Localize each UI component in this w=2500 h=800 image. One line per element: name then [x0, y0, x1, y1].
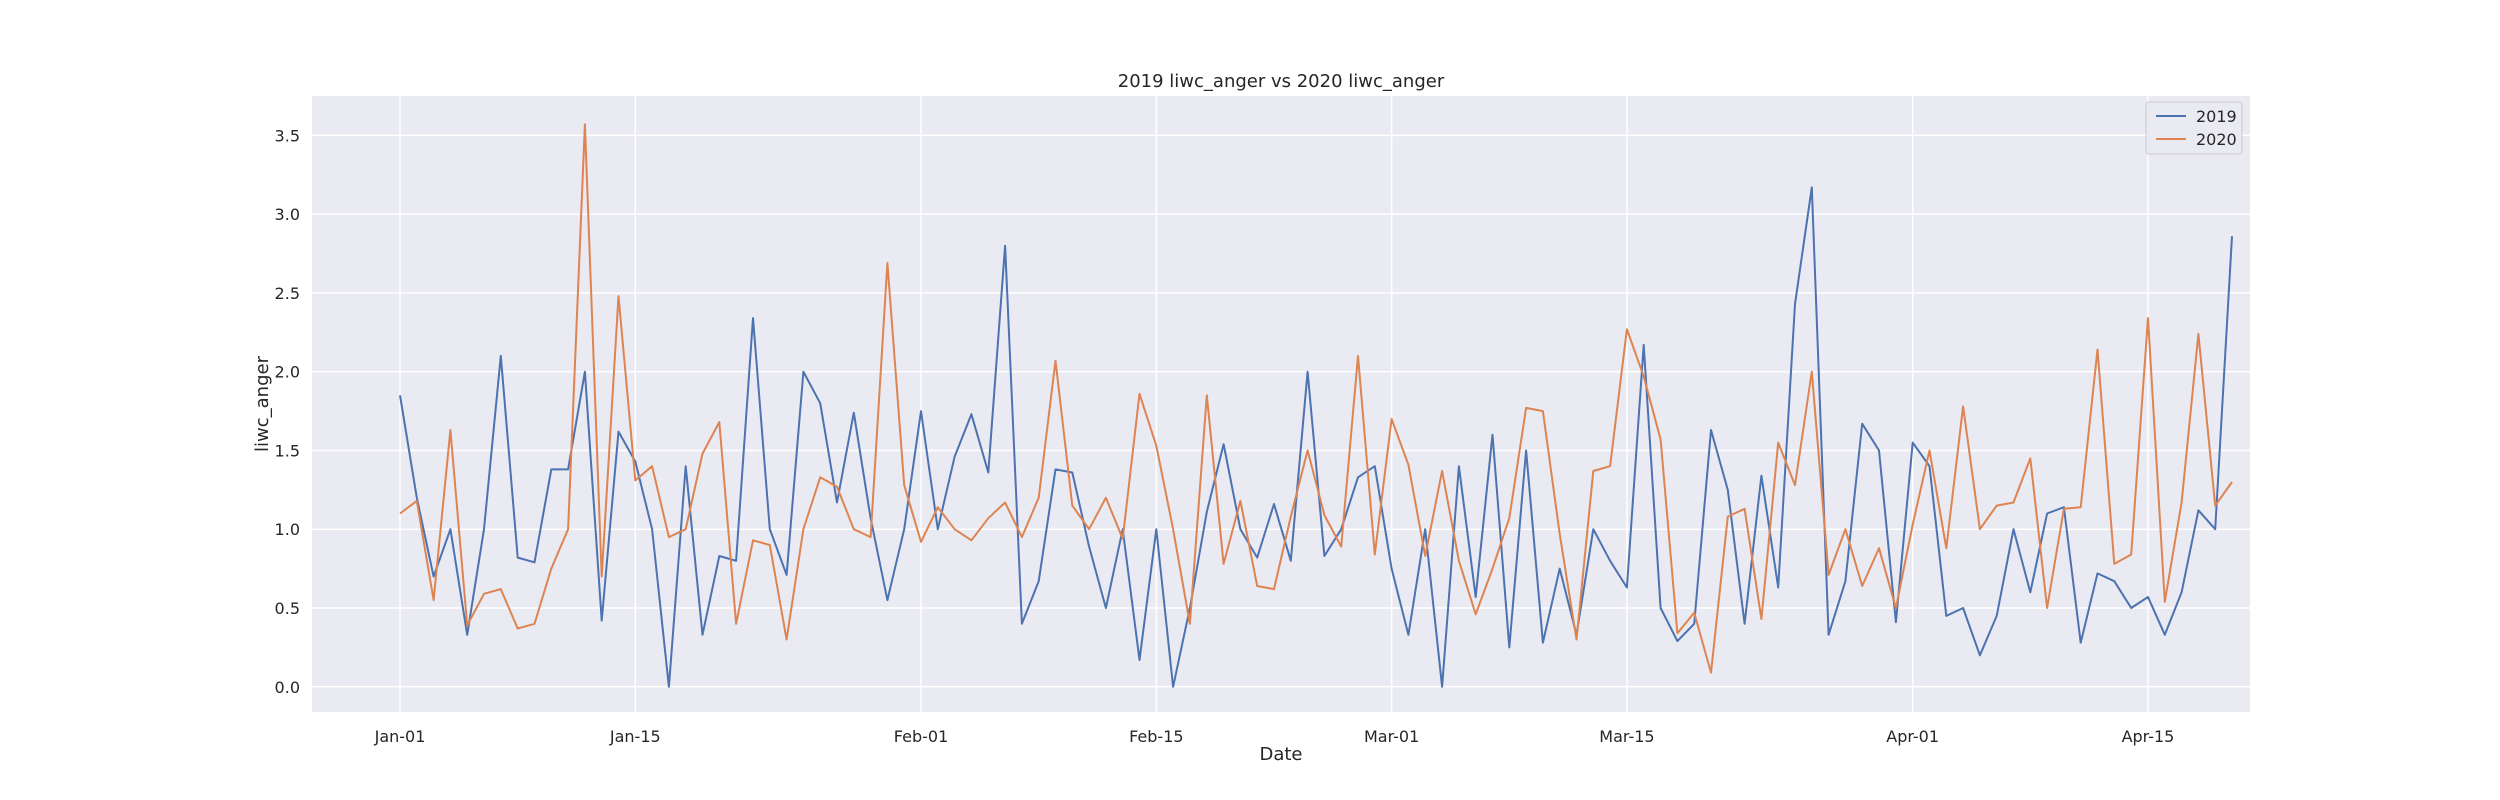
chart-title: 2019 liwc_anger vs 2020 liwc_anger: [1118, 71, 1445, 92]
legend-label-2019: 2019: [2196, 107, 2237, 126]
x-tick-label: Jan-01: [374, 727, 426, 746]
x-tick-label: Jan-15: [609, 727, 661, 746]
legend: 2019 2020: [2145, 101, 2243, 155]
series-lines: [399, 123, 2233, 688]
y-tick-label: 0.5: [275, 599, 300, 618]
tick-labels: Jan-01 Jan-15 Feb-01 Feb-15 Mar-01 Mar-15 Apr-…: [275, 126, 2175, 746]
x-axis-label: Date: [1259, 744, 1302, 765]
y-tick-label: 3.5: [275, 126, 300, 145]
y-tick-label: 0.0: [275, 678, 300, 697]
x-tick-label: Feb-15: [1129, 727, 1183, 746]
x-tick-label: Feb-01: [894, 727, 948, 746]
x-tick-label: Mar-01: [1364, 727, 1419, 746]
y-axis-label: liwc_anger: [252, 355, 273, 452]
y-tick-label: 2.5: [275, 284, 300, 303]
y-tick-label: 3.0: [275, 205, 300, 224]
x-tick-label: Apr-15: [2122, 727, 2175, 746]
y-tick-label: 1.5: [275, 441, 300, 460]
legend-label-2020: 2020: [2196, 130, 2237, 149]
x-tick-label: Mar-15: [1599, 727, 1654, 746]
y-tick-label: 1.0: [275, 520, 300, 539]
y-tick-label: 2.0: [275, 363, 300, 382]
x-tick-label: Apr-01: [1886, 727, 1939, 746]
series-line-2020: [399, 123, 2233, 674]
